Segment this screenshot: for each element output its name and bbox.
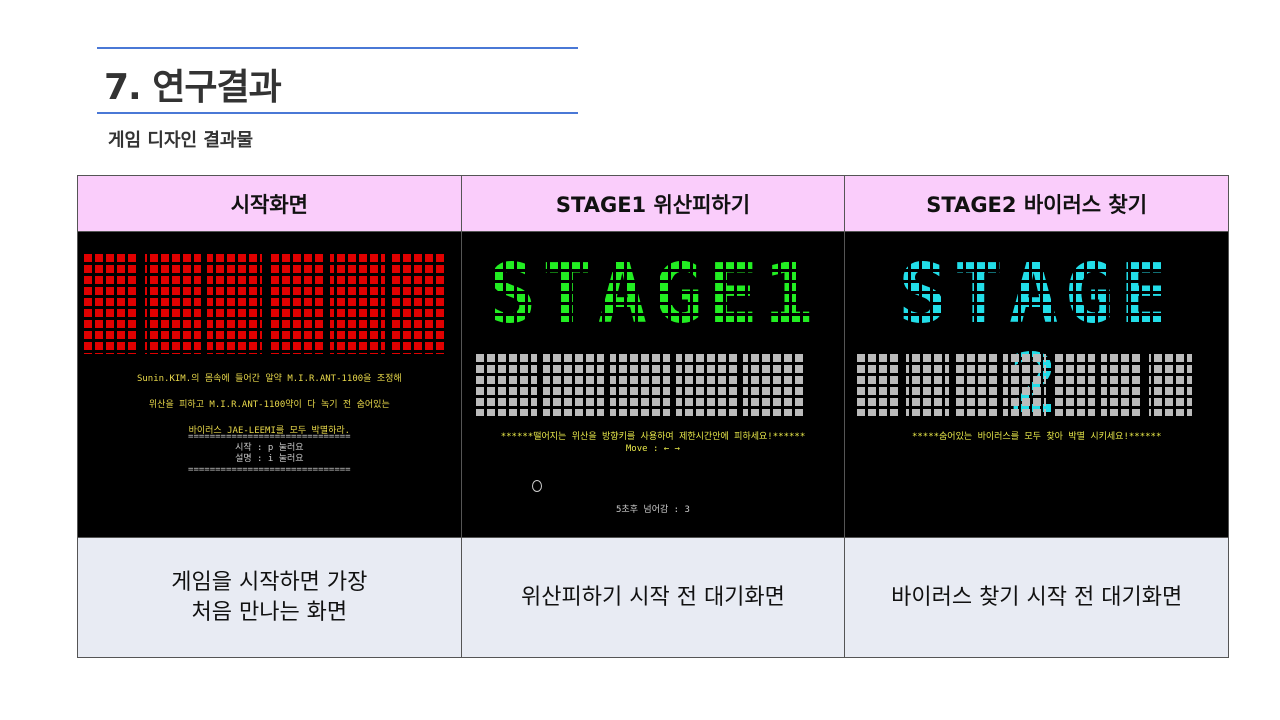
console-line: 설명 : i 눌러요 [235,454,304,464]
column-header: STAGE2 바이러스 찾기 [844,175,1229,232]
pixel-art-title [84,254,447,354]
column-header: 시작화면 [77,175,462,232]
stage-banner: STAGE1 [486,247,820,342]
console-line: 바이러스 JAE-LEEMI를 모두 박멸하라. [188,426,351,436]
top-rule [97,47,578,49]
title: 7. 연구결과 [104,67,282,108]
description: 위산피하기 시작 전 대기화면 [460,537,846,658]
console-line: ******떨어지는 위산을 방향키를 사용하여 제한시간안에 피하세요!***… [500,432,806,442]
console-text: *****숨어있는 바이러스를 모두 찾아 박멸 시키세요!****** [846,431,1228,443]
stage1-screen: STAGE1 ******떨어지는 위산을 방향키를 사용하여 제한시간안에 피… [460,231,846,538]
pixel-art-subtitle [475,354,805,416]
start-screen: Sunin.KIM.의 몸속에 들어간 알약 M.I.R.ANT-1100을 조… [77,231,462,538]
console-text: ******떨어지는 위산을 방향키를 사용하여 제한시간안에 피하세요!***… [462,431,844,455]
description: 바이러스 찾기 시작 전 대기화면 [844,537,1229,658]
countdown: 5초후 넘어감 : 3 [616,505,690,515]
console-line: ============================== [188,432,351,442]
console-line: Move : ← → [625,444,681,454]
subtitle: 게임 디자인 결과물 [108,130,254,151]
console-line: Sunin.KIM.의 몸속에 들어간 알약 M.I.R.ANT-1100을 조… [136,374,402,384]
player-pill [531,480,542,492]
results-table: 시작화면 STAGE1 위산피하기 STAGE2 바이러스 찾기 Sunin.K… [77,175,1229,658]
description: 게임을 시작하면 가장 처음 만나는 화면 [77,537,462,658]
console-line: 위산을 피하고 M.I.R.ANT-1100약이 다 녹기 전 숨어있는 [148,400,390,410]
stage2-screen: STAGE 2 *****숨어있는 바이러스를 모두 찾아 박멸 시키세요!**… [844,231,1229,538]
console-line: *****숨어있는 바이러스를 모두 찾아 박멸 시키세요!****** [911,432,1162,442]
console-text: Sunin.KIM.의 몸속에 들어간 알약 M.I.R.ANT-1100을 조… [78,366,460,444]
bottom-rule [97,112,578,114]
console-line: ============================== [188,465,351,475]
console-line: 시작 : p 눌러요 [235,443,304,453]
menu-text: ============================== 시작 : p 눌러… [78,432,460,476]
pixel-art-subtitle [857,354,1193,416]
column-header: STAGE1 위산피하기 [460,175,846,232]
